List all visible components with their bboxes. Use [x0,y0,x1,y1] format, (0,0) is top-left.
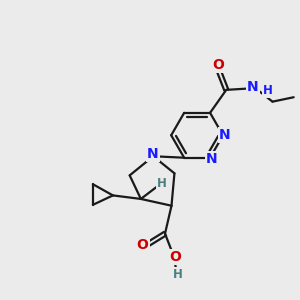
Text: O: O [137,238,148,253]
Text: N: N [247,80,259,94]
Text: O: O [212,58,224,72]
Text: N: N [206,152,218,166]
Text: O: O [170,250,182,264]
Text: N: N [219,128,230,142]
Text: N: N [147,147,158,161]
Text: H: H [263,84,273,97]
Text: H: H [173,268,183,281]
Text: H: H [157,177,166,190]
